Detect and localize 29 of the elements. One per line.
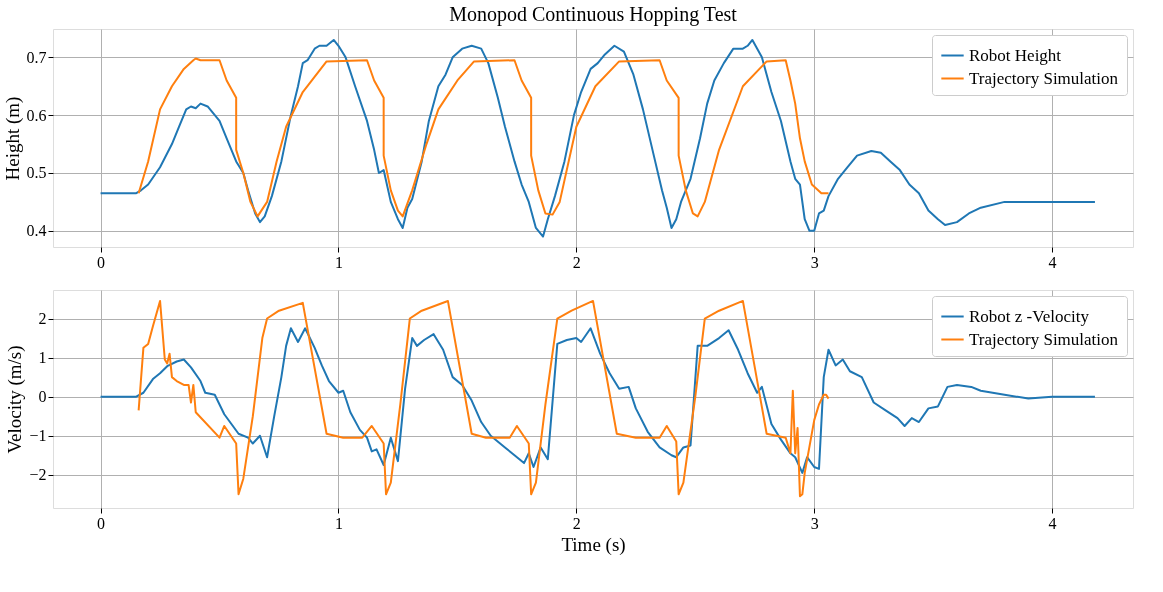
y-tick-label: 0.5: [26, 164, 47, 182]
x-tick-label: 1: [334, 253, 343, 271]
y-tick-label: 1: [38, 349, 47, 367]
x-tick-label: 2: [572, 253, 581, 271]
y-tick-label: 0.6: [26, 106, 47, 124]
legend-label: Trajectory Simulation: [969, 68, 1119, 88]
legend-label: Trajectory Simulation: [969, 329, 1119, 349]
y-tick-label: 2: [38, 310, 47, 328]
y-tick-label: 0: [38, 388, 47, 406]
y-tick-label: −2: [29, 466, 47, 484]
y-tick-label: 0.7: [26, 48, 47, 66]
x-tick-label: 0: [97, 253, 106, 271]
x-tick-label: 3: [810, 514, 819, 532]
x-tick-label: 2: [572, 514, 581, 532]
chart-title: Monopod Continuous Hopping Test: [449, 3, 738, 26]
y-tick-label: 0.4: [26, 222, 47, 240]
y-tick-label: −1: [29, 427, 47, 445]
line-series: [137, 299, 830, 498]
x-tick-label: 0: [97, 514, 106, 532]
x-tick-label: 1: [334, 514, 343, 532]
y-axis-title: Velocity (m/s): [4, 345, 27, 454]
x-tick-label: 3: [810, 253, 819, 271]
x-axis-title: Time (s): [561, 533, 626, 556]
legend-label: Robot z -Velocity: [969, 306, 1090, 326]
x-tick-label: 4: [1048, 514, 1057, 532]
y-axis-title: Height (m): [1, 96, 24, 181]
legend-label: Robot Height: [969, 45, 1062, 65]
x-tick-label: 4: [1048, 253, 1057, 271]
line-series: [137, 57, 830, 218]
